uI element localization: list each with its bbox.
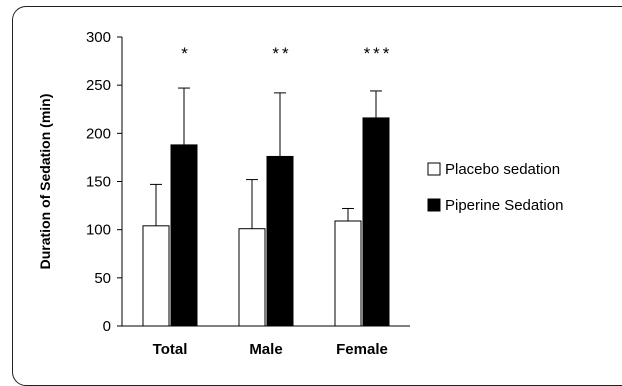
y-tick-label: 200	[86, 125, 111, 142]
bar-piperine	[170, 144, 198, 327]
legend-swatch-piperine	[427, 198, 441, 212]
bar-chart: 0 50 100 150 200 250 300 Duration of Sedation (…	[37, 29, 563, 357]
y-tick-label: 250	[86, 77, 111, 94]
legend-swatch-placebo	[427, 162, 441, 176]
bar-piperine	[266, 155, 294, 327]
x-tick-label: Male	[249, 341, 282, 357]
y-tick-label: 150	[86, 174, 111, 191]
bar-placebo	[334, 220, 362, 327]
significance-marker: ***	[364, 44, 393, 63]
bar-placebo	[238, 228, 266, 327]
bar-piperine	[362, 117, 390, 327]
y-tick-label: 50	[94, 270, 111, 287]
y-tick-label: 100	[86, 222, 111, 239]
bar-placebo	[142, 225, 170, 327]
x-tick-label: Female	[336, 341, 388, 357]
figure-frame	[12, 6, 622, 386]
x-tick-label: Total	[153, 341, 188, 357]
legend-label-placebo: Placebo sedation	[445, 161, 560, 178]
y-axis-title: Duration of Sedation (min)	[37, 94, 53, 270]
y-tick-label: 0	[103, 318, 111, 335]
significance-marker: **	[272, 44, 291, 63]
y-tick-label: 300	[86, 29, 111, 46]
legend-label-piperine: Piperine Sedation	[445, 197, 563, 214]
significance-marker: *	[181, 44, 191, 63]
